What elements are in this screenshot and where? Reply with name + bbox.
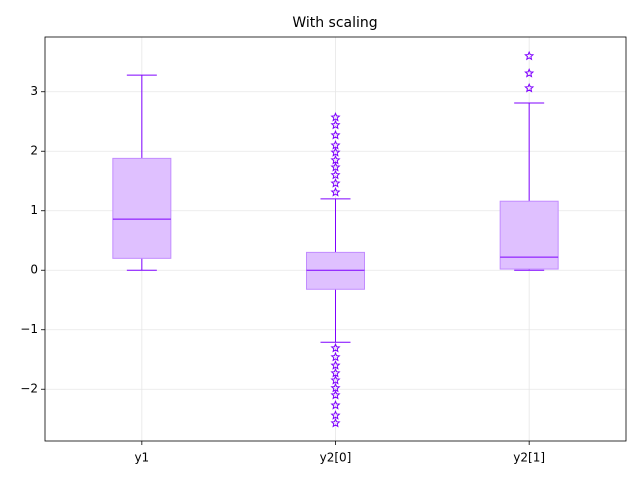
flier (330, 129, 341, 140)
y-tick-label: 3 (30, 84, 38, 98)
flier (524, 67, 535, 78)
flier (330, 389, 341, 400)
box (112, 157, 172, 259)
flier (330, 139, 341, 150)
flier (330, 360, 341, 370)
x-tick-label: y2[0] (320, 451, 352, 465)
flier (330, 169, 341, 180)
flier (330, 417, 341, 428)
x-tick-label: y2[1] (513, 451, 545, 465)
y-tick-label: 0 (30, 263, 38, 277)
flier (330, 178, 341, 188)
axes-frame (44, 36, 627, 442)
flier (524, 50, 535, 61)
flier (330, 367, 341, 378)
flier (330, 342, 341, 353)
x-tick-label: y1 (134, 451, 149, 465)
flier (330, 351, 341, 362)
box (499, 200, 559, 270)
flier (330, 112, 341, 122)
flier (330, 147, 341, 157)
box (306, 251, 365, 290)
flier (330, 154, 341, 165)
y-tick-label: −2 (20, 382, 38, 396)
flier (330, 161, 341, 172)
y-tick-label: 1 (30, 203, 38, 217)
flier (330, 400, 341, 410)
flier (330, 382, 341, 393)
y-tick-label: −1 (20, 322, 38, 336)
flier (330, 119, 341, 130)
flier (330, 410, 341, 420)
flier (524, 82, 535, 93)
chart-title: With scaling (292, 15, 377, 31)
flier (330, 186, 341, 197)
flier (330, 375, 341, 385)
y-tick-label: 2 (30, 144, 38, 158)
